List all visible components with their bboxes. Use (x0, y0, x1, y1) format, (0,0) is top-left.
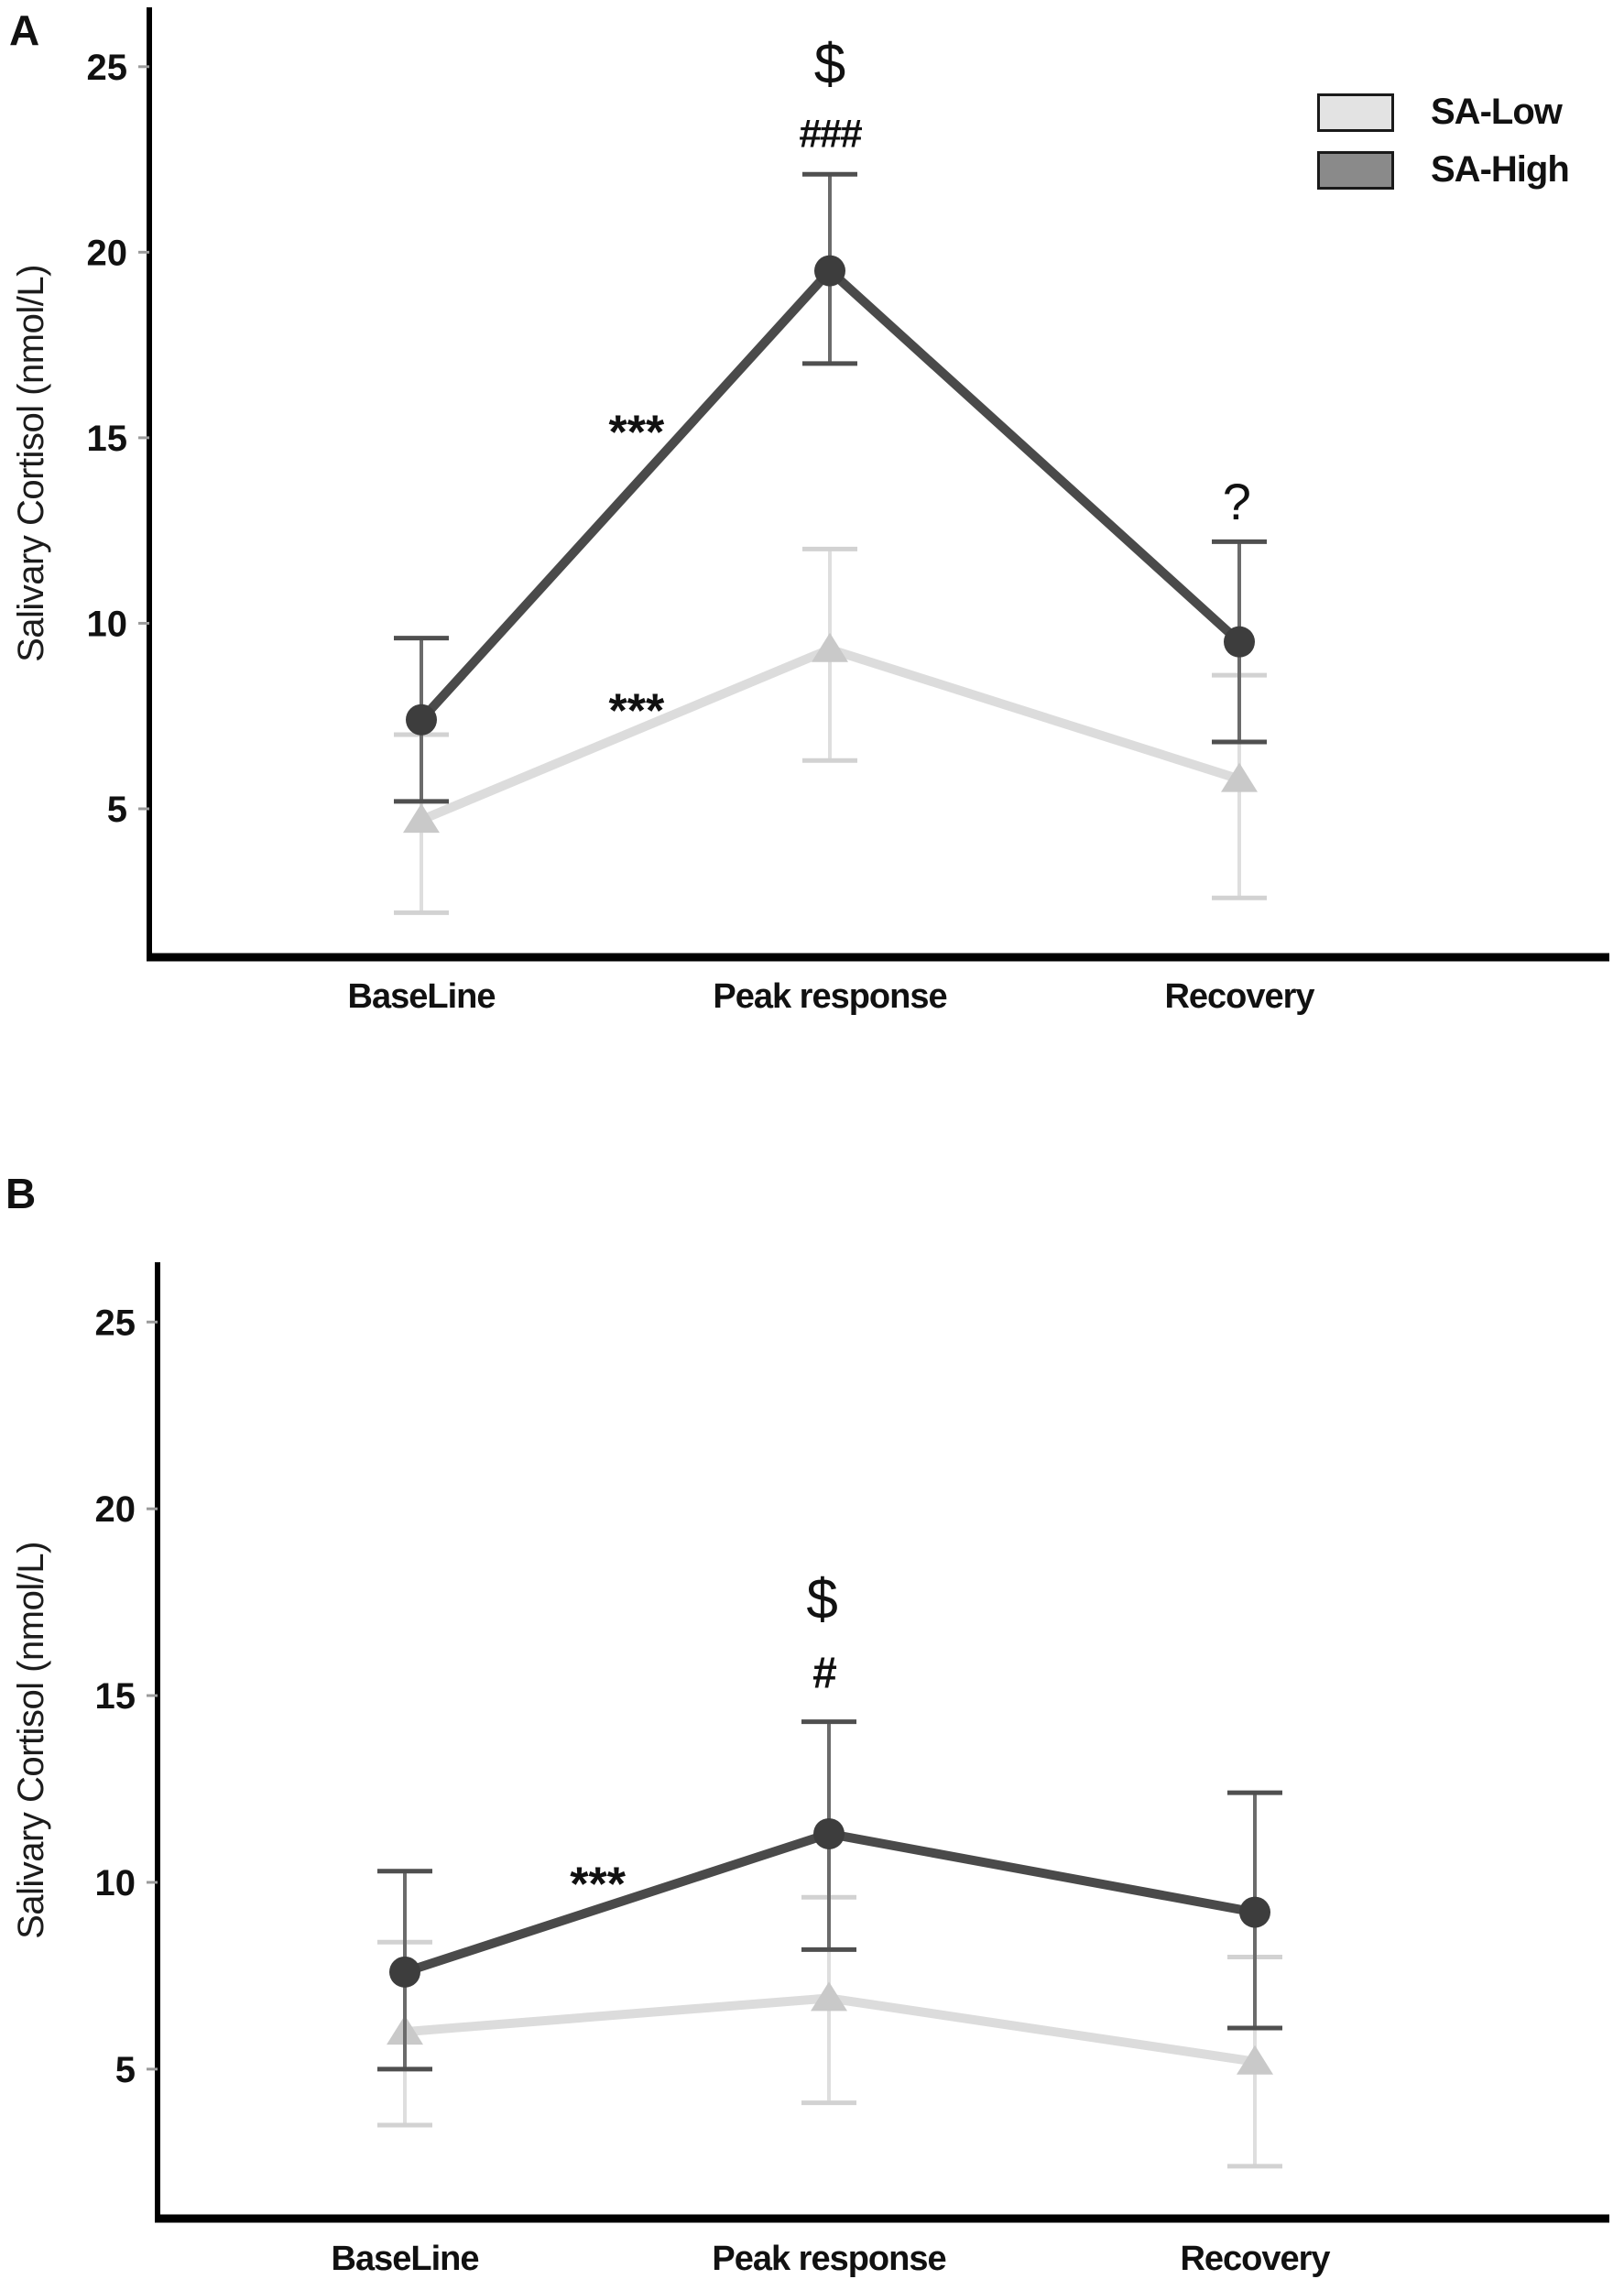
panel-a-x-category-label: Peak response (713, 977, 946, 1016)
panel-b-label: B (5, 1170, 37, 1217)
panel-a-y-tick-label: 15 (87, 419, 128, 459)
panel-a-annotation: $ (814, 33, 845, 96)
panel-b-sa-low-marker-triangle (811, 1981, 847, 2012)
panel-a-annotation: ### (799, 112, 862, 157)
panel-a-x-category-label: Recovery (1164, 977, 1314, 1016)
panel-b-annotation: $ (806, 1568, 837, 1631)
panel-b-y-tick-label: 15 (95, 1676, 136, 1717)
panel-b-sa-high-marker-circle (813, 1817, 845, 1849)
panel-a-y-tick-label: 10 (87, 604, 128, 644)
panel-b-x-category-label: Peak response (712, 2240, 945, 2278)
panel-b-annotation: # (812, 1650, 837, 1698)
panel-b-sa-high-marker-circle (389, 1956, 420, 1988)
panel-a-x-category-label: BaseLine (348, 977, 496, 1016)
panel-a-y-tick-label: 20 (87, 233, 128, 273)
panel-b-y-tick-label: 25 (95, 1303, 136, 1343)
panel-a-y-tick-label: 25 (87, 48, 128, 88)
panel-a-sa-high-marker-circle (1224, 626, 1255, 658)
panel-b-sa-low-marker-triangle (1237, 2045, 1273, 2075)
panel-a-annotation: *** (608, 407, 664, 460)
panel-a-label: A (9, 6, 40, 54)
panel-b-x-category-label: BaseLine (332, 2240, 479, 2278)
panel-a-sa-low-marker-triangle (1221, 762, 1258, 792)
panel-a-sa-high-marker-circle (406, 703, 437, 736)
panel-b-y-axis-title: Salivary Cortisol (nmol/L) (11, 1542, 51, 1939)
panel-a-y-tick-label: 5 (107, 790, 127, 830)
panel-a-sa-low-marker-triangle (812, 632, 848, 662)
panel-b-y-tick-label: 20 (95, 1489, 136, 1530)
panel-b-y-tick-label: 10 (95, 1863, 136, 1903)
panel-a-sa-high-marker-circle (814, 255, 845, 287)
panel-b-annotation: *** (570, 1859, 626, 1912)
panel-a-y-axis-title: Salivary Cortisol (nmol/L) (11, 265, 51, 662)
panel-b-x-category-label: Recovery (1180, 2240, 1330, 2278)
panel-a-sa-low-marker-triangle (403, 803, 440, 834)
panel-b-sa-high-marker-circle (1239, 1896, 1270, 1928)
panel-a-annotation: *** (608, 684, 664, 737)
panel-a-annotation: ? (1223, 473, 1251, 530)
panel-b-y-tick-label: 5 (115, 2050, 136, 2090)
